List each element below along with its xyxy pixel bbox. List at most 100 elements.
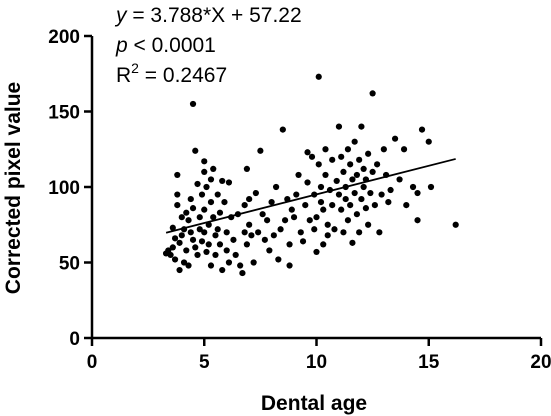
data-point — [324, 221, 331, 228]
y-tick-label: 100 — [48, 178, 80, 199]
data-points — [162, 73, 459, 277]
data-point — [347, 202, 354, 209]
data-point — [338, 206, 345, 213]
data-point — [403, 202, 410, 209]
data-point — [216, 209, 224, 216]
data-point — [261, 236, 268, 243]
data-point — [243, 165, 251, 172]
data-point — [214, 191, 221, 198]
data-point — [203, 248, 210, 256]
data-point — [329, 156, 336, 163]
data-point — [317, 183, 325, 191]
data-point — [279, 126, 286, 133]
data-point — [194, 180, 201, 188]
data-point — [349, 239, 356, 246]
data-point — [356, 229, 363, 236]
data-point — [266, 247, 273, 254]
data-point — [376, 229, 383, 236]
data-point — [212, 251, 219, 259]
data-point — [288, 206, 295, 213]
data-point — [353, 171, 361, 179]
data-point — [400, 146, 408, 153]
data-point — [371, 202, 378, 209]
data-point — [205, 221, 212, 228]
data-point — [313, 214, 320, 221]
data-point — [308, 153, 316, 160]
data-point — [351, 189, 358, 197]
data-point — [257, 147, 264, 154]
x-tick-label: 10 — [306, 352, 327, 373]
data-point — [201, 229, 208, 236]
data-point — [214, 226, 221, 233]
data-point — [207, 176, 215, 183]
data-point — [304, 179, 311, 186]
data-point — [391, 135, 399, 142]
data-point — [196, 214, 203, 221]
data-point — [293, 191, 300, 198]
data-point — [203, 183, 210, 191]
data-point — [216, 241, 224, 248]
data-point — [183, 209, 190, 216]
data-point — [272, 183, 280, 191]
data-point — [349, 176, 356, 183]
data-point — [358, 195, 365, 203]
data-point — [313, 248, 320, 256]
data-point — [358, 123, 365, 130]
data-point — [243, 241, 251, 248]
data-point — [270, 232, 277, 239]
data-point — [414, 189, 421, 197]
data-point — [176, 239, 183, 246]
data-point — [189, 236, 197, 243]
data-point — [351, 138, 358, 145]
data-point — [223, 229, 230, 236]
data-point — [237, 262, 244, 269]
y-tick-label: 200 — [48, 27, 80, 48]
data-point — [201, 206, 208, 213]
data-point — [344, 217, 352, 224]
data-point — [207, 199, 215, 206]
data-point — [241, 202, 248, 209]
data-point — [178, 214, 185, 221]
data-point — [306, 217, 313, 224]
data-point — [171, 235, 179, 242]
data-point — [201, 168, 208, 175]
data-point — [427, 183, 435, 191]
data-point — [174, 202, 181, 209]
y-axis-title: Corrected pixel value — [2, 82, 25, 294]
data-point — [290, 214, 298, 221]
data-point — [169, 224, 176, 231]
data-point — [241, 229, 248, 236]
data-point — [297, 229, 304, 236]
data-point — [196, 226, 203, 233]
data-point — [198, 238, 206, 245]
data-point — [189, 205, 197, 212]
data-point — [452, 221, 459, 228]
data-point — [264, 217, 271, 224]
data-point — [248, 232, 255, 239]
data-point — [295, 171, 302, 179]
data-point — [360, 183, 367, 191]
data-point — [362, 205, 369, 212]
data-point — [174, 191, 181, 198]
data-point — [425, 138, 432, 145]
data-point — [418, 126, 426, 133]
data-point — [225, 179, 233, 186]
data-point — [333, 177, 340, 185]
x-tick-label: 15 — [418, 352, 440, 373]
data-point — [387, 186, 394, 194]
y-tick-label: 50 — [59, 254, 80, 275]
regression-line — [165, 158, 456, 234]
data-point — [219, 266, 226, 274]
data-point — [360, 165, 367, 172]
data-point — [331, 226, 338, 233]
data-point — [286, 241, 293, 248]
data-point — [187, 195, 194, 203]
data-point — [255, 229, 262, 236]
data-point — [365, 150, 372, 157]
fit-line-group — [165, 158, 456, 234]
data-point — [322, 146, 329, 153]
data-point — [335, 123, 343, 130]
data-point — [198, 191, 206, 198]
data-point — [176, 266, 183, 274]
data-point — [302, 202, 309, 209]
